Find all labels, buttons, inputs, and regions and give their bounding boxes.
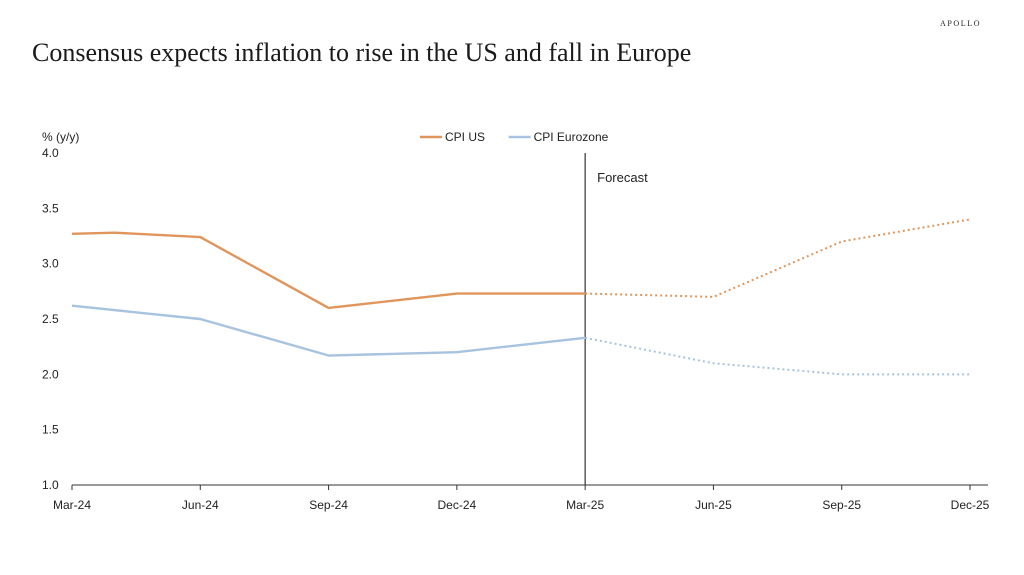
y-tick-label: 1.0 — [42, 478, 59, 492]
series-line-actual — [71, 231, 586, 310]
y-axis: % (y/y) 4.0 3.5 3.0 2.5 2.0 1.5 1.0 — [42, 130, 79, 492]
x-tick-label: Mar-24 — [53, 498, 91, 512]
x-tick-label: Jun-24 — [182, 498, 219, 512]
y-tick-label: 3.0 — [42, 257, 59, 271]
series-line-forecast — [584, 336, 970, 376]
brand-logo: APOLLO — [940, 19, 982, 28]
y-tick-label: 4.0 — [42, 146, 59, 160]
y-tick-label: 2.5 — [42, 312, 59, 326]
legend-label: CPI US — [445, 130, 485, 144]
x-tick-label: Jun-25 — [695, 498, 732, 512]
forecast-label: Forecast — [597, 170, 648, 185]
chart-title: Consensus expects inflation to rise in t… — [32, 38, 692, 67]
series-lines — [71, 218, 971, 376]
y-tick-label: 1.5 — [42, 423, 59, 437]
x-tick-label: Sep-25 — [822, 498, 861, 512]
y-tick-label: 2.0 — [42, 367, 59, 381]
x-tick-label: Dec-25 — [951, 498, 990, 512]
y-axis-label: % (y/y) — [42, 130, 79, 144]
y-tick-label: 3.5 — [42, 201, 59, 215]
legend: CPI US CPI Eurozone — [420, 130, 609, 144]
series-line-forecast — [585, 218, 971, 298]
series-line-actual — [71, 304, 586, 357]
x-tick-label: Sep-24 — [309, 498, 348, 512]
x-tick-label: Dec-24 — [438, 498, 477, 512]
forecast-marker: Forecast — [584, 153, 648, 485]
x-axis: Mar-24 Jun-24 Sep-24 Dec-24 Mar-25 Jun-25 Sep-… — [53, 484, 990, 512]
legend-label: CPI Eurozone — [534, 130, 609, 144]
x-tick-label: Mar-25 — [566, 498, 604, 512]
